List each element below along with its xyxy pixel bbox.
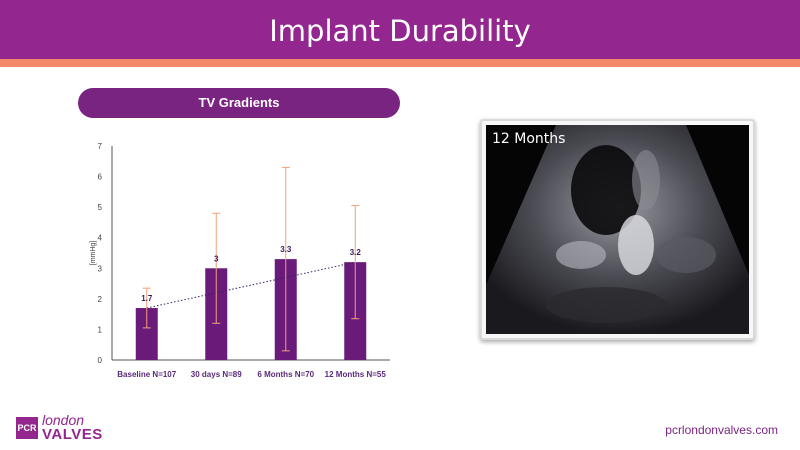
pcr-london-valves-logo: PCR london VALVES bbox=[16, 412, 126, 444]
y-tick-label: 4 bbox=[98, 234, 103, 243]
x-tick-label: 6 Months N=70 bbox=[257, 370, 314, 379]
logo-text-bottom: VALVES bbox=[42, 426, 103, 443]
y-tick-label: 0 bbox=[98, 356, 103, 365]
data-label: 1.7 bbox=[141, 294, 153, 303]
header-bar bbox=[0, 0, 800, 59]
y-tick-label: 2 bbox=[98, 295, 103, 304]
y-tick-label: 1 bbox=[98, 325, 103, 334]
data-label: 3.2 bbox=[350, 248, 362, 257]
trendline bbox=[146, 261, 356, 309]
header-accent-stripe bbox=[0, 59, 800, 67]
y-tick-label: 5 bbox=[98, 203, 103, 212]
website-link[interactable]: pcrlondonvalves.com bbox=[665, 423, 778, 437]
y-tick-label: 3 bbox=[98, 264, 103, 273]
logo-mark: PCR bbox=[16, 417, 38, 439]
data-label: 3 bbox=[214, 254, 219, 263]
chart-heading: TV Gradients bbox=[78, 88, 400, 118]
bar bbox=[135, 308, 158, 360]
x-tick-label: 30 days N=89 bbox=[191, 370, 242, 379]
image-caption: 12 Months bbox=[492, 131, 566, 147]
slide-title: Implant Durability bbox=[269, 14, 531, 48]
logo-text-top: london bbox=[42, 412, 85, 428]
data-label: 3.3 bbox=[280, 245, 292, 254]
x-tick-label: 12 Months N=55 bbox=[325, 370, 387, 379]
echo-image-frame: 12 Months bbox=[480, 119, 755, 340]
x-tick-label: Baseline N=107 bbox=[117, 370, 176, 379]
y-tick-label: 6 bbox=[98, 173, 103, 182]
echocardiogram-image: 12 Months bbox=[486, 125, 749, 334]
y-tick-label: 7 bbox=[98, 142, 103, 151]
y-axis-label: [mmHg] bbox=[90, 241, 97, 266]
